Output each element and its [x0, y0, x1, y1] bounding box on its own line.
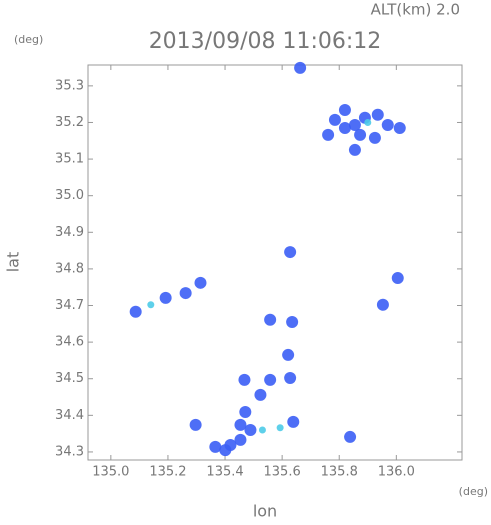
y-unit: (deg): [14, 33, 43, 46]
x-unit: (deg): [459, 485, 488, 498]
echo-point: [179, 287, 192, 300]
echo-point: [286, 315, 299, 328]
echo-point: [348, 119, 361, 132]
echo-point: [282, 348, 295, 361]
echo-point: [276, 424, 284, 432]
echo-point: [238, 373, 251, 386]
echo-point: [189, 418, 202, 431]
y-tick-label: 34.5: [55, 371, 84, 386]
y-tick-label: 35.1: [55, 152, 84, 167]
echo-point: [147, 301, 155, 309]
echo-point: [371, 108, 384, 121]
echo-point: [348, 143, 361, 156]
echo-point: [209, 440, 222, 453]
echo-point: [376, 298, 389, 311]
y-tick-label: 35.3: [55, 78, 84, 93]
echo-point: [129, 305, 142, 318]
echo-point: [393, 121, 406, 134]
x-tick-label: 135.4: [206, 465, 243, 480]
echo-point: [368, 131, 381, 144]
chart-title: 2013/09/08 11:06:12: [149, 29, 382, 54]
echo-point: [159, 291, 172, 304]
echo-point: [381, 119, 394, 132]
echo-point: [244, 423, 257, 436]
echo-point: [338, 104, 351, 117]
y-tick-label: 34.9: [55, 225, 84, 240]
echo-point: [344, 430, 357, 443]
echo-point: [294, 61, 307, 74]
echo-point: [254, 388, 267, 401]
echo-point: [239, 406, 252, 419]
y-tick-label: 34.3: [55, 444, 84, 459]
x-tick-label: 135.0: [92, 465, 129, 480]
x-tick-label: 135.2: [149, 465, 186, 480]
y-axis-label: lat: [4, 252, 23, 273]
echo-point: [338, 121, 351, 134]
echo-point: [354, 128, 367, 141]
echo-point: [194, 276, 207, 289]
echo-point: [328, 113, 341, 126]
y-tick-label: 35.2: [55, 115, 84, 130]
x-tick-label: 136.0: [378, 465, 415, 480]
echo-point: [234, 433, 247, 446]
echo-point: [258, 426, 266, 434]
y-tick-label: 34.4: [55, 408, 84, 423]
y-tick-label: 34.7: [55, 298, 84, 313]
echo-point: [264, 313, 277, 326]
echo-point: [391, 272, 404, 285]
x-tick-label: 135.8: [321, 465, 358, 480]
altitude-label: ALT(km) 2.0: [371, 1, 460, 19]
echo-point: [264, 373, 277, 386]
plot-frame: [87, 64, 463, 461]
y-tick-label: 34.6: [55, 335, 84, 350]
y-tick-label: 34.8: [55, 261, 84, 276]
echo-point: [287, 415, 300, 428]
echo-point: [284, 246, 297, 259]
echo-point: [234, 418, 247, 431]
x-axis-label: lon: [253, 502, 277, 521]
echo-point: [284, 371, 297, 384]
echo-point: [322, 128, 335, 141]
x-tick-label: 135.6: [264, 465, 301, 480]
echo-point: [364, 118, 372, 126]
echo-point: [219, 444, 232, 457]
y-tick-label: 35.0: [55, 188, 84, 203]
